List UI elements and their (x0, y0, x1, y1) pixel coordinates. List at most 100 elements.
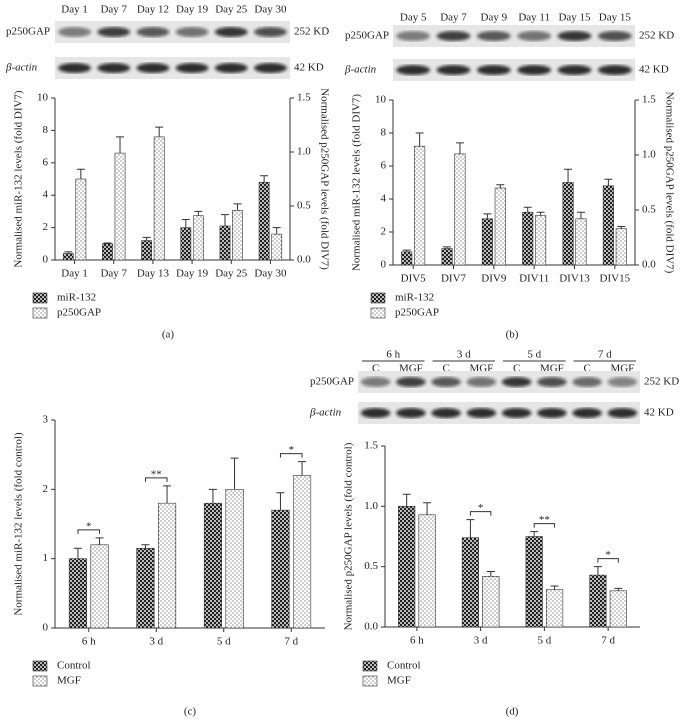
legend-swatch (370, 307, 386, 319)
x-tick-label: 6 h (410, 635, 424, 647)
blot-lane-label: Day 25 (215, 4, 248, 16)
y2-tick-label: 1.0 (642, 149, 656, 161)
bar (418, 514, 436, 628)
y-axis-label: Normalised miR-132 levels (fold DIV7) (13, 90, 25, 268)
y-tick-label: 10 (375, 94, 387, 106)
y-tick-label: 2 (43, 221, 49, 233)
error-bar (64, 251, 73, 254)
blot-band (572, 408, 602, 418)
bar (157, 502, 177, 629)
legend-swatch (370, 292, 386, 304)
error-bar (103, 242, 112, 244)
significance-label: * (478, 502, 484, 514)
blot-lane-label: Day 15 (599, 12, 632, 24)
blot-lane-label: 7 d (598, 349, 612, 361)
error-bar (298, 461, 307, 476)
blot-band (572, 377, 602, 387)
blot-row-label: β-actin (5, 62, 38, 74)
blot-band (136, 27, 170, 37)
error-bar (564, 168, 573, 183)
error-bar (233, 203, 242, 211)
error-bar (443, 246, 452, 249)
bar (545, 589, 564, 628)
y2-tick-label: 1.0 (297, 146, 311, 158)
blot-strip (55, 21, 290, 43)
blot-row-label: p250GAP (6, 26, 50, 38)
blot-band (214, 63, 248, 73)
error-bar (614, 587, 623, 591)
error-bar (617, 226, 626, 229)
blot-band (607, 408, 638, 418)
legend-label: miR-132 (57, 292, 96, 304)
error-bar (276, 492, 285, 511)
error-bar (272, 227, 281, 235)
blot-strip (55, 57, 290, 79)
bar (258, 181, 270, 261)
y-tick-label: 3 (43, 414, 49, 426)
significance-bracket (279, 453, 303, 458)
blot-lane-label: 5 d (527, 349, 541, 361)
blot-band (431, 408, 461, 418)
y2-axis-label: Normalised p250GAP levels (fold DIV7) (663, 92, 675, 274)
blot-lane-label: Day 7 (100, 4, 127, 16)
error-bar (530, 531, 539, 537)
y-tick-label: 2 (381, 226, 387, 238)
blot-lane-label: Day 11 (518, 12, 550, 24)
y-tick-label: 8 (43, 124, 49, 136)
error-bar (415, 132, 424, 147)
x-tick-label: Day 7 (100, 268, 127, 280)
bar (225, 489, 244, 629)
blot-band (537, 408, 567, 418)
y2-tick-label: 1.5 (297, 92, 311, 104)
significance-bracket (469, 511, 492, 516)
blot-band (501, 408, 532, 418)
bar (615, 228, 627, 266)
bar (454, 153, 466, 266)
blot-band (58, 27, 92, 37)
error-bar (455, 142, 464, 154)
x-tick-label: 5 d (217, 636, 231, 648)
blot-band (58, 63, 92, 73)
significance-label: ** (151, 468, 162, 480)
blot-band (97, 27, 131, 37)
legend-label: MGF (387, 675, 411, 687)
blot-lane-label: 3 d (457, 349, 471, 361)
error-bar (496, 184, 505, 188)
bar (62, 253, 74, 261)
blot-marker: 42 KD (644, 407, 674, 419)
legend-swatch (32, 307, 48, 319)
error-bar (76, 168, 85, 179)
y2-tick-label: 1.5 (642, 94, 656, 106)
error-bar (486, 570, 495, 577)
panel-label: (b) (506, 329, 519, 341)
y2-axis-label: Normalised p250GAP levels (fold DIV7) (318, 88, 330, 270)
y-tick-label: 0.0 (364, 621, 378, 633)
bar (203, 502, 223, 629)
error-bar (576, 211, 585, 219)
legend-label: MGF (57, 675, 81, 687)
blot-band (436, 31, 471, 41)
bar (232, 210, 243, 261)
panel-label: (a) (162, 329, 175, 341)
x-tick-label: DIV5 (401, 273, 427, 285)
bar (609, 590, 627, 628)
error-bar (181, 219, 190, 228)
blot-marker: 42 KD (294, 62, 324, 74)
blot-lane-label: 6 h (386, 349, 400, 361)
bar (90, 544, 109, 629)
blot-band (607, 377, 638, 387)
legend-swatch (32, 292, 48, 304)
y-tick-label: 1.5 (364, 440, 378, 452)
blot-lane-label: Day 15 (558, 12, 591, 24)
blot-lane-label: Day 12 (137, 4, 169, 16)
blot-strip (358, 402, 640, 424)
blot-band (476, 31, 511, 41)
blot-band (396, 408, 426, 418)
x-tick-label: 7 d (601, 635, 615, 647)
bar (271, 509, 290, 629)
blot-band (360, 377, 391, 387)
bar (535, 215, 547, 266)
bar (292, 475, 312, 629)
error-bar (483, 213, 492, 219)
y-tick-label: 0.5 (364, 560, 378, 572)
